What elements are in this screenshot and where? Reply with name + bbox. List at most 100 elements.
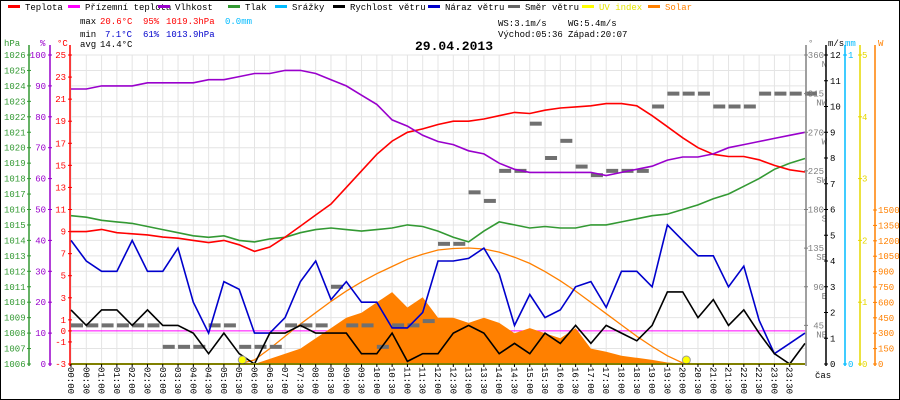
x-tick-label: 08:00	[310, 367, 320, 394]
x-tick-label: 07:00	[279, 367, 289, 394]
compass-label: S	[822, 215, 827, 225]
temperature-tick-label: 1	[61, 316, 66, 326]
pressure-tick-label: 1022	[4, 113, 26, 123]
uv-tick-label: 2	[862, 236, 867, 246]
stat-wind-gust: WG:5.4m/s	[568, 19, 617, 29]
legend-label: UV index	[599, 3, 642, 13]
pressure-axis-unit: hPa	[4, 39, 21, 49]
wind-direction-mark	[667, 91, 680, 96]
stat-max-press: 1019.3hPa	[166, 17, 215, 27]
temperature-tick-label: 25	[55, 51, 66, 61]
wind-axis-unit: m/s	[828, 39, 844, 49]
wind-direction-mark	[315, 323, 328, 328]
legend-label: Teplota	[25, 3, 63, 13]
temperature-tick-label: 15	[55, 161, 66, 171]
pressure-tick-label: 1017	[4, 190, 26, 200]
pressure-tick-label: 1009	[4, 314, 26, 324]
x-tick-label: 19:30	[661, 367, 671, 394]
uv-tick-label: 3	[862, 175, 867, 185]
wind-direction-mark	[422, 319, 435, 324]
humidity-tick-label: 60	[35, 175, 46, 185]
wind-direction-mark	[407, 323, 420, 328]
pressure-tick-label: 1006	[4, 360, 26, 370]
legend-swatch	[158, 5, 170, 8]
temperature-tick-label: 7	[61, 250, 66, 260]
direction-tick-label: 90	[813, 283, 824, 293]
stat-min-hum: 61%	[143, 30, 160, 40]
x-tick-label: 17:00	[585, 367, 595, 394]
pressure-tick-label: 1007	[4, 345, 26, 355]
wind-direction-mark	[713, 104, 726, 109]
wind-direction-mark	[101, 323, 114, 328]
wind-direction-mark	[193, 344, 206, 349]
solar-tick-label: 600	[878, 298, 894, 308]
wind-direction-mark	[468, 190, 481, 195]
temperature-tick-label: -1	[55, 338, 66, 348]
x-tick-label: 05:30	[233, 367, 243, 394]
wind-direction-mark	[545, 156, 558, 160]
wind-direction-mark	[162, 344, 175, 349]
wind-direction-mark	[743, 104, 756, 109]
legend-label: Tlak	[245, 3, 267, 13]
x-tick-label: 21:30	[723, 367, 733, 394]
axes: hPa1006100710081009101010111012101310141…	[4, 39, 900, 394]
pressure-tick-label: 1025	[4, 66, 26, 76]
humidity-tick-label: 40	[35, 236, 46, 246]
pressure-tick-label: 1015	[4, 221, 26, 231]
compass-label: NE	[816, 330, 827, 340]
stat-max-hum: 95%	[143, 17, 160, 27]
x-tick-label: 23:00	[768, 367, 778, 394]
wind-direction-mark	[71, 323, 83, 328]
solar-tick-label: 1500	[878, 206, 900, 216]
x-tick-label: 18:00	[616, 367, 626, 394]
legend-swatch	[428, 5, 440, 8]
wind-direction-mark	[116, 323, 129, 328]
direction-tick-label: 135	[808, 244, 824, 254]
x-tick-label: 08:30	[325, 367, 335, 394]
solar-tick-label: 750	[878, 283, 894, 293]
x-tick-label: 19:00	[646, 367, 656, 394]
solar-tick-label: 150	[878, 345, 894, 355]
x-tick-label: 07:30	[294, 367, 304, 394]
grid	[70, 54, 805, 365]
x-tick-label: 20:30	[692, 367, 702, 394]
x-tick-label: 22:00	[738, 367, 748, 394]
wind-direction-mark	[300, 323, 313, 328]
wind-direction-mark	[147, 323, 160, 328]
wind-tick-label: 0	[830, 360, 835, 370]
wind-direction-mark	[606, 168, 619, 173]
series-solar-area	[71, 292, 805, 364]
stat-max-label: max	[80, 17, 96, 27]
uv-tick-label: 4	[862, 113, 867, 123]
temperature-tick-label: 11	[55, 206, 66, 216]
pressure-tick-label: 1020	[4, 144, 26, 154]
rain-tick-label: 1	[848, 51, 853, 61]
rain-axis-unit: mm	[845, 39, 856, 49]
pressure-tick-label: 1013	[4, 252, 26, 262]
wind-direction-mark	[759, 91, 772, 96]
stat-wind-speed: WS:3.1m/s	[498, 19, 547, 29]
humidity-tick-label: 80	[35, 113, 46, 123]
x-tick-label: 20:00	[677, 367, 687, 394]
wind-tick-label: 11	[830, 77, 841, 87]
x-tick-label: 15:00	[524, 367, 534, 394]
x-tick-label: 05:00	[218, 367, 228, 394]
solar-tick-label: 450	[878, 314, 894, 324]
rain-tick-label: 0	[848, 360, 853, 370]
legend-swatch	[582, 5, 594, 8]
x-tick-label: 18:30	[631, 367, 641, 394]
wind-direction-mark	[208, 323, 221, 328]
pressure-tick-label: 1011	[4, 283, 26, 293]
temperature-tick-label: -3	[55, 360, 66, 370]
legend-label: Vlhkost	[175, 3, 213, 13]
wind-tick-label: 10	[830, 103, 841, 113]
x-tick-label: 23:30	[784, 367, 794, 394]
legend-swatch	[333, 5, 345, 8]
legend-label: Přízemní teplota	[85, 3, 172, 13]
temperature-tick-label: 23	[55, 73, 66, 83]
legend-swatch	[8, 5, 20, 8]
wind-direction-mark	[269, 344, 282, 349]
temperature-tick-label: 19	[55, 117, 66, 127]
temperature-tick-label: 3	[61, 294, 66, 304]
wind-tick-label: 8	[830, 154, 835, 164]
